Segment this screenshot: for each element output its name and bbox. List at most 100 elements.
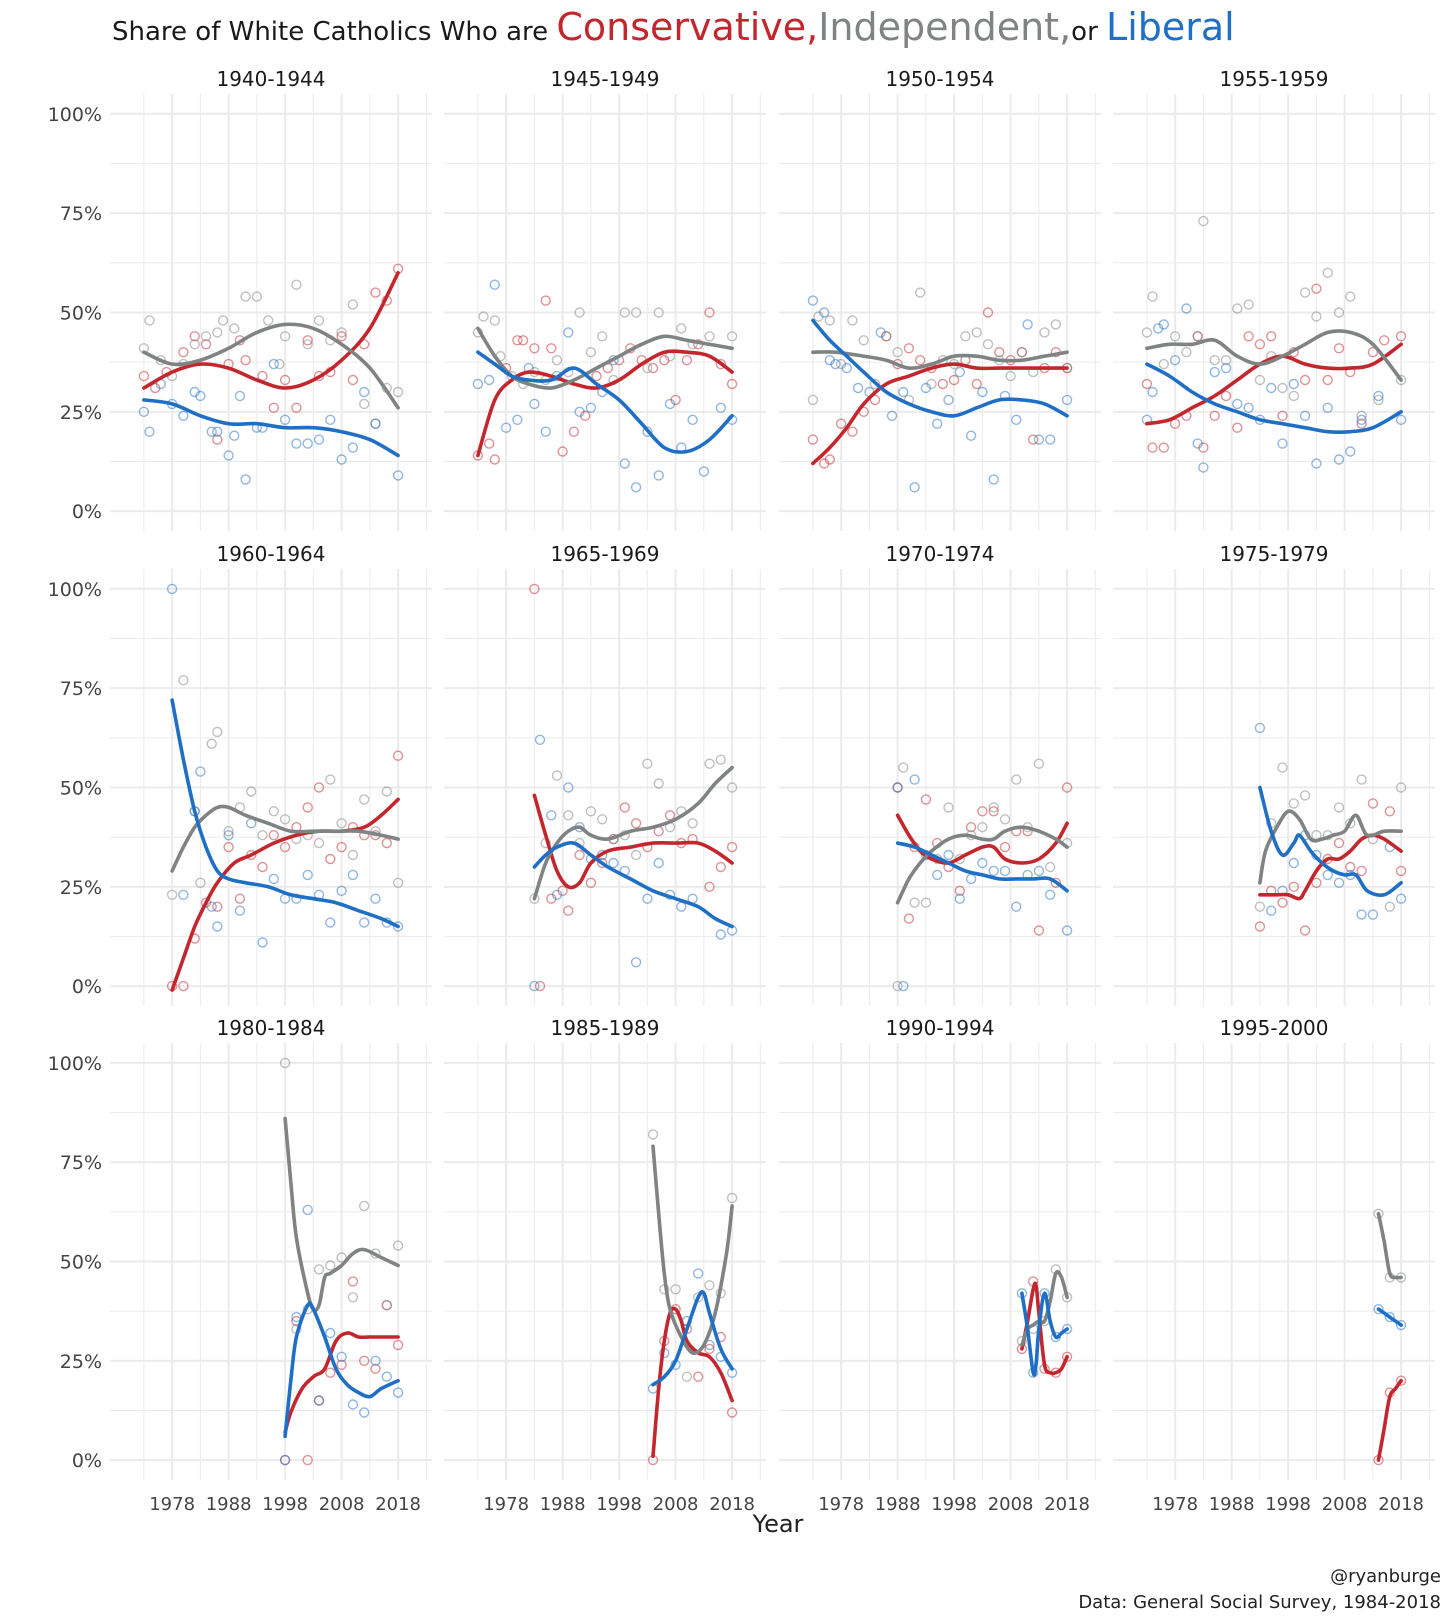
liberal-point [359, 917, 370, 928]
independent-point [1220, 355, 1232, 366]
conservative-point [392, 1339, 404, 1351]
independent-trend-line [651, 1144, 734, 1355]
x-tick-label: 2018 [1044, 1494, 1090, 1515]
independent-point [909, 897, 920, 908]
independent-point [551, 355, 563, 366]
independent-point [1050, 319, 1062, 330]
liberal-point [693, 1268, 704, 1279]
liberal-point [988, 474, 999, 485]
liberal-point [954, 366, 965, 378]
liberal-point [1265, 905, 1277, 916]
conservative-trend-line [142, 271, 400, 390]
liberal-point [898, 386, 909, 398]
independent-point [347, 849, 359, 861]
title-liberal: Liberal [1106, 5, 1235, 49]
independent-point [1011, 774, 1022, 785]
independent-point [1373, 394, 1384, 406]
y-tick-label: 50% [60, 1252, 102, 1274]
independent-point [715, 754, 726, 765]
conservative-point [189, 331, 200, 342]
liberal-point [977, 386, 988, 398]
independent-point [1384, 901, 1396, 912]
liberal-trend-line [170, 698, 400, 929]
facet-title: 1990-1994 [885, 1016, 994, 1040]
liberal-point [1384, 1311, 1396, 1323]
independent-point [302, 339, 313, 350]
conservative-point [1367, 347, 1379, 358]
liberal-point [359, 1407, 370, 1418]
conservative-point [715, 358, 726, 370]
x-tick-label: 2018 [1378, 1494, 1424, 1515]
independent-point [392, 1240, 404, 1251]
panel-grid [444, 1043, 766, 1480]
liberal-point [512, 414, 523, 425]
conservative-point [847, 426, 858, 437]
conservative-point [869, 394, 881, 406]
conservative-point [1158, 442, 1170, 453]
independent-point [1158, 358, 1170, 370]
independent-point [704, 331, 715, 342]
conservative-point [370, 287, 381, 298]
independent-point [240, 291, 251, 302]
independent-point [1232, 303, 1243, 314]
conservative-point [982, 307, 994, 318]
liberal-point [223, 450, 234, 461]
conservative-point [999, 841, 1011, 853]
conservative-point [1333, 837, 1345, 849]
liberal-point [336, 1351, 347, 1363]
liberal-point [1033, 434, 1045, 445]
liberal-point [302, 438, 313, 449]
conservative-point [529, 343, 540, 354]
liberal-point [546, 810, 557, 821]
y-tick-label: 100% [48, 579, 102, 601]
liberal-point [178, 410, 189, 421]
liberal-trend-line [1376, 1307, 1403, 1327]
conservative-point [1288, 881, 1300, 892]
independent-point [1356, 410, 1367, 421]
conservative-point [1378, 335, 1390, 346]
independent-point [619, 307, 630, 318]
facet-panel: 1990-1994 1978 1988 1998 2008 2018 [779, 1016, 1101, 1515]
independent-trend-line [532, 765, 734, 901]
facet-panel: 1945-1949 [444, 67, 766, 531]
conservative-trend-line [476, 349, 734, 458]
independent-point [960, 331, 971, 342]
liberal-point [1265, 382, 1277, 394]
conservative-point [212, 901, 223, 912]
liberal-point [1299, 410, 1311, 421]
conservative-point [138, 370, 150, 382]
liberal-point [347, 442, 359, 453]
conservative-point [1311, 877, 1322, 888]
conservative-point [1322, 374, 1333, 386]
independent-point [563, 810, 574, 821]
x-tick-label: 1988 [540, 1494, 586, 1515]
liberal-point [279, 1454, 291, 1466]
liberal-point [1333, 877, 1345, 888]
conservative-point [268, 830, 279, 841]
liberal-point [965, 873, 977, 885]
independent-point [642, 758, 653, 769]
conservative-point [546, 343, 557, 354]
y-tick-label: 50% [60, 303, 102, 325]
liberal-point [206, 426, 217, 437]
conservative-point [994, 347, 1005, 358]
independent-point [1345, 291, 1356, 302]
facet-title: 1955-1959 [1219, 67, 1328, 91]
liberal-point [347, 1399, 359, 1410]
x-tick-label: 1978 [818, 1494, 864, 1515]
conservative-point [1356, 865, 1367, 877]
liberal-point [830, 358, 841, 370]
independent-trend-line [811, 350, 1069, 371]
conservative-point [347, 374, 359, 386]
panel-grid [1113, 94, 1435, 531]
independent-point [630, 307, 642, 318]
independent-point [1333, 802, 1345, 813]
independent-point [977, 822, 988, 833]
facet-title: 1980-1984 [216, 1016, 325, 1040]
conservative-point [200, 339, 212, 350]
x-axis-title: Year [752, 1510, 804, 1538]
independent-point [336, 1252, 347, 1263]
liberal-point [336, 885, 347, 896]
independent-point [898, 762, 909, 773]
title-or: or [1071, 17, 1106, 47]
